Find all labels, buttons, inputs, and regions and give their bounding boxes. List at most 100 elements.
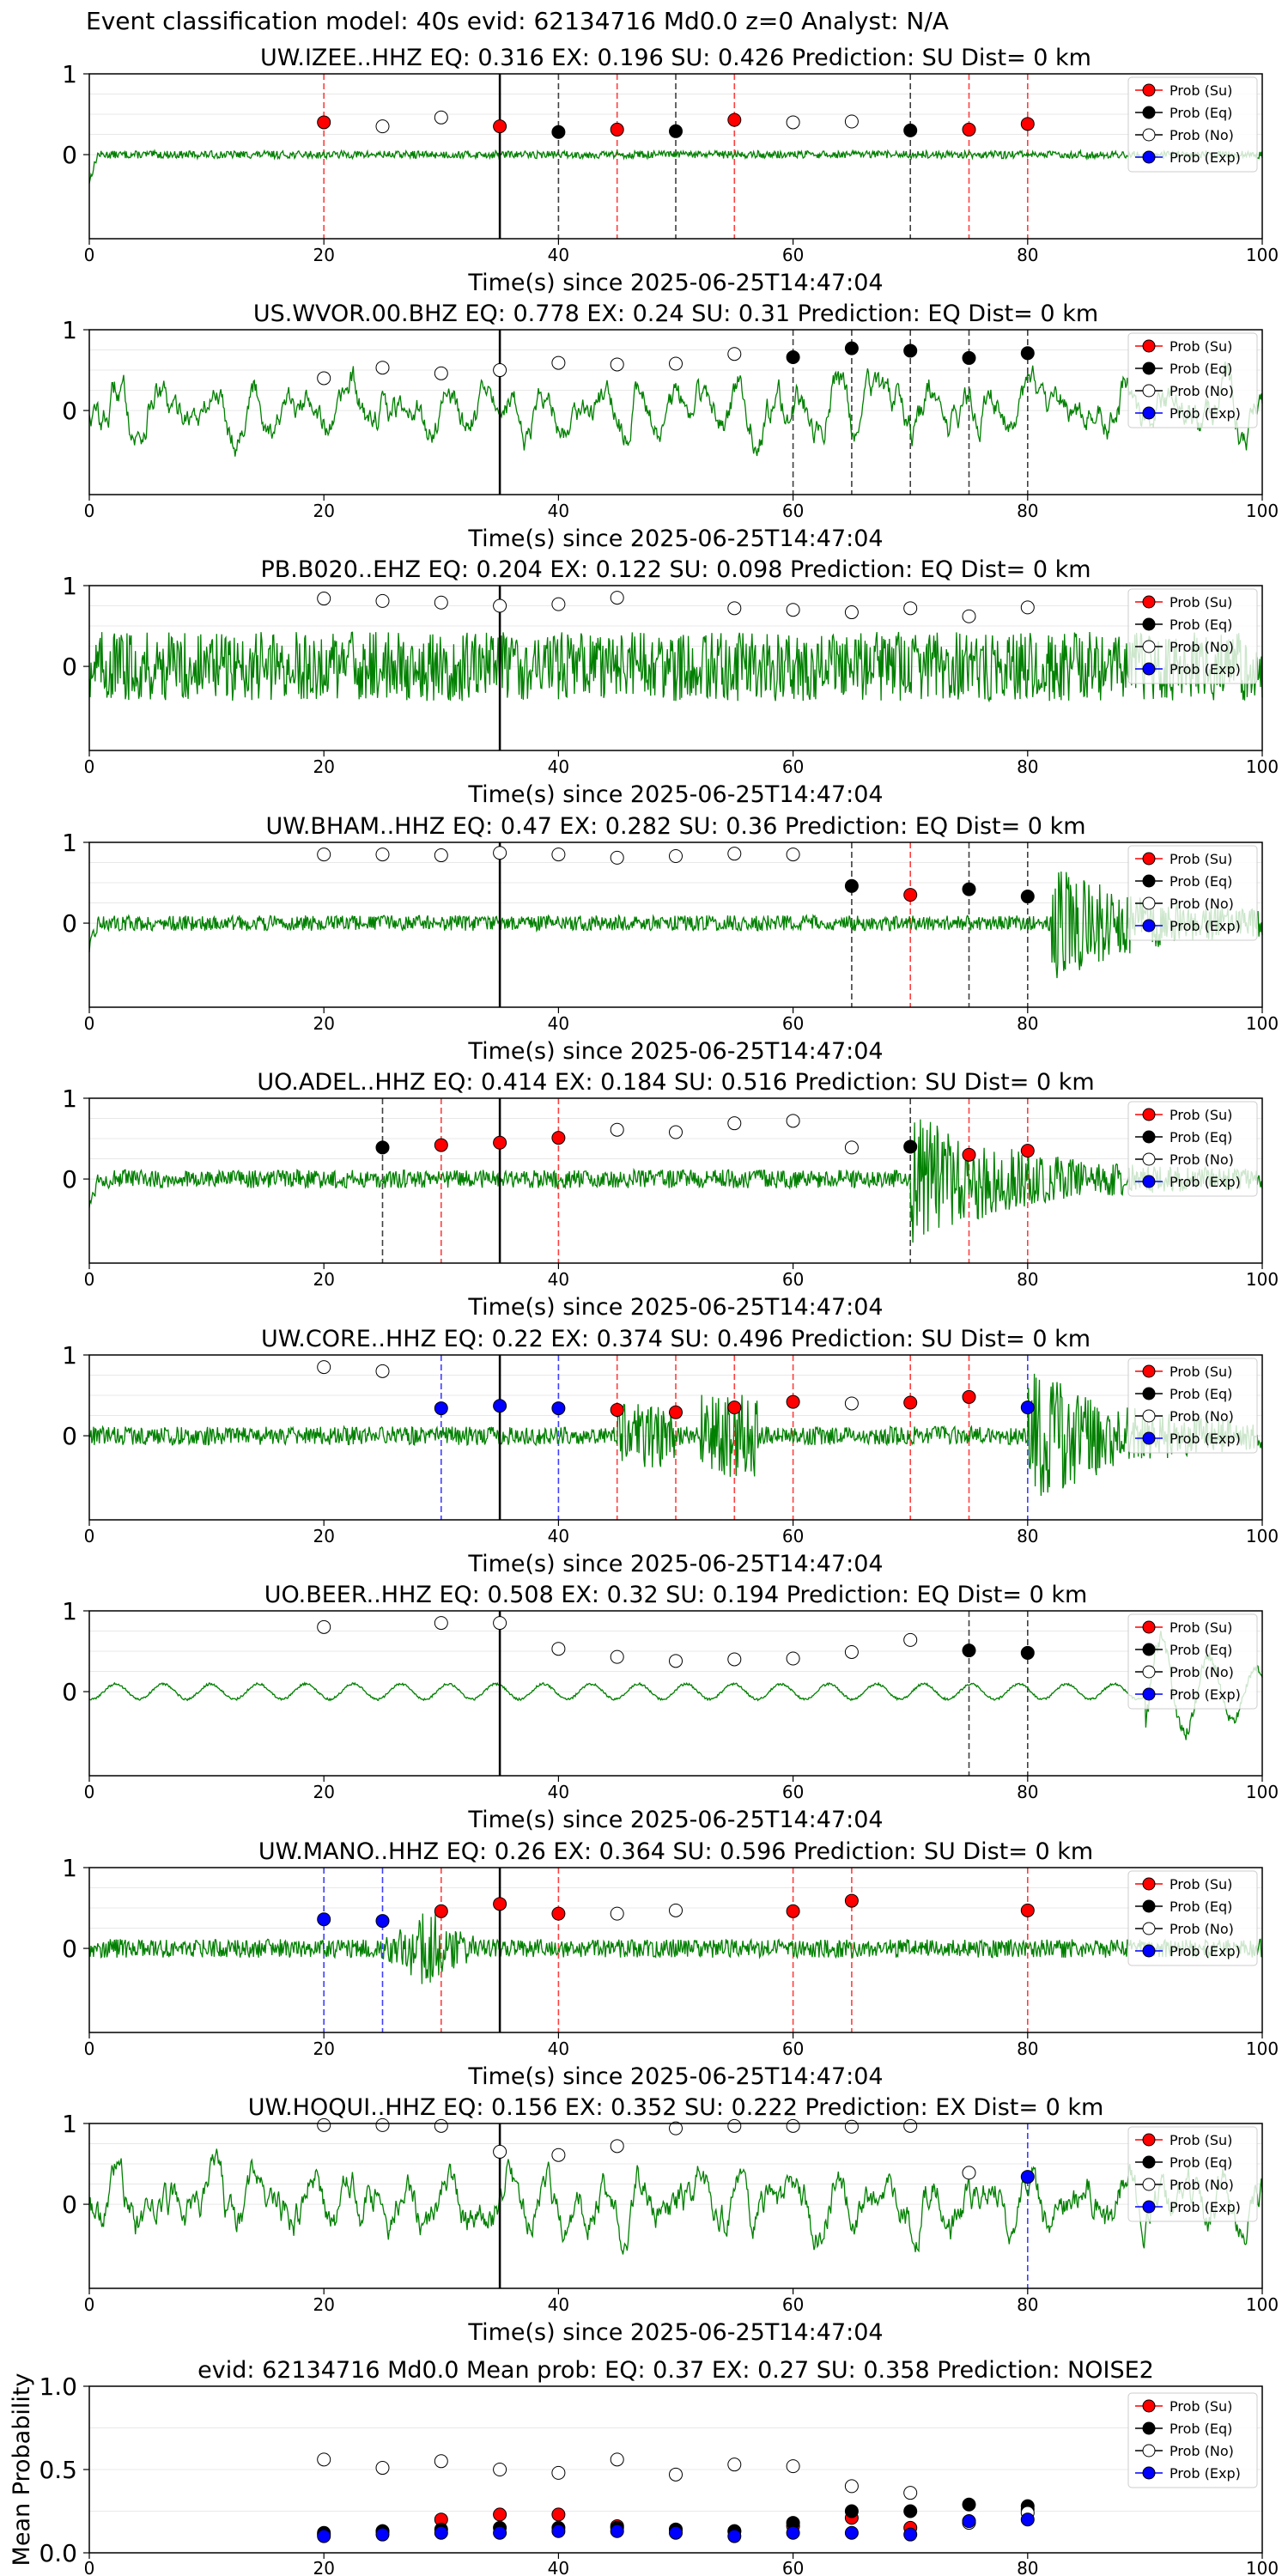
mean-point-exp	[317, 2529, 331, 2543]
y-tick-label: 1	[62, 1597, 77, 1625]
prob-point-no	[962, 609, 976, 623]
x-tick-label: 40	[548, 756, 569, 777]
legend-label-su: Prob (Su)	[1170, 851, 1232, 867]
legend-frame	[1127, 2392, 1258, 2488]
legend-label-no: Prob (No)	[1170, 1921, 1234, 1937]
x-axis-label: Time(s) since 2025-06-25T14:47:04	[467, 1038, 883, 1065]
legend-frame	[1127, 588, 1258, 684]
x-tick-label: 20	[313, 1269, 334, 1290]
mean-point-exp	[1020, 2512, 1035, 2527]
legend-frame	[1127, 76, 1258, 173]
prob-point-eq	[669, 124, 683, 138]
prob-point-no	[434, 2118, 448, 2133]
mean-point-no	[727, 2458, 742, 2472]
prob-point-eq	[551, 125, 566, 139]
prob-point-no	[669, 1654, 683, 1668]
station-panel: UW.MANO..HHZ EQ: 0.26 EX: 0.364 SU: 0.59…	[62, 1838, 1279, 2090]
station-panel: UO.BEER..HHZ EQ: 0.508 EX: 0.32 SU: 0.19…	[62, 1582, 1279, 1833]
x-axis-label: Time(s) since 2025-06-25T14:47:04	[467, 270, 883, 296]
x-tick-label: 20	[313, 2558, 334, 2576]
legend-marker-eq	[1142, 361, 1156, 375]
prob-point-exp	[375, 1914, 390, 1929]
legend-label-exp: Prob (Exp)	[1170, 1686, 1241, 1703]
x-tick-label: 0	[84, 1782, 95, 1802]
prob-point-no	[610, 1649, 624, 1664]
prob-point-no	[903, 601, 918, 616]
legend-marker-no	[1142, 2178, 1156, 2191]
legend-label-eq: Prob (Eq)	[1170, 1129, 1232, 1145]
station-panel: UW.IZEE..HHZ EQ: 0.316 EX: 0.196 SU: 0.4…	[62, 45, 1279, 296]
prob-point-eq	[844, 341, 859, 355]
prob-point-no	[844, 114, 859, 129]
prob-point-exp	[317, 1912, 331, 1927]
legend-marker-su	[1142, 852, 1156, 866]
x-tick-label: 0	[84, 756, 95, 777]
x-tick-label: 20	[313, 1782, 334, 1802]
prob-point-no	[434, 1616, 448, 1631]
legend-marker-no	[1142, 1665, 1156, 1679]
x-tick-label: 80	[1017, 2294, 1038, 2315]
x-tick-label: 40	[548, 1526, 569, 1546]
mean-point-su	[551, 2507, 566, 2522]
prob-point-eq	[1020, 346, 1035, 361]
waveform	[88, 1119, 1263, 1243]
prob-point-no	[375, 119, 390, 134]
prob-point-no	[317, 2117, 331, 2132]
prob-point-exp	[551, 1401, 566, 1416]
x-tick-label: 40	[548, 2558, 569, 2576]
prob-point-no	[844, 2119, 859, 2134]
x-tick-label: 40	[548, 1782, 569, 1802]
prob-point-no	[786, 1651, 800, 1666]
panel-title: PB.B020..EHZ EQ: 0.204 EX: 0.122 SU: 0.0…	[260, 556, 1091, 583]
legend-label-exp: Prob (Exp)	[1170, 2199, 1241, 2215]
figure-suptitle: Event classification model: 40s evid: 62…	[86, 7, 949, 35]
mean-point-no	[375, 2461, 390, 2476]
legend-label-eq: Prob (Eq)	[1170, 1642, 1232, 1658]
mean-point-no	[551, 2465, 566, 2480]
x-tick-label: 100	[1246, 2558, 1279, 2576]
legend-marker-eq	[1142, 1387, 1156, 1400]
legend-label-no: Prob (No)	[1170, 1408, 1234, 1425]
legend-marker-eq	[1142, 1130, 1156, 1144]
x-axis-label: Time(s) since 2025-06-25T14:47:04	[467, 2319, 883, 2346]
x-tick-label: 60	[782, 2294, 804, 2315]
prob-point-su	[493, 1135, 507, 1150]
prob-point-su	[903, 888, 918, 902]
prob-point-no	[669, 1125, 683, 1139]
mean-point-exp	[962, 2514, 976, 2529]
x-tick-label: 100	[1246, 1013, 1279, 1034]
x-tick-label: 80	[1017, 1269, 1038, 1290]
prob-point-su	[317, 115, 331, 130]
x-tick-label: 60	[782, 1269, 804, 1290]
legend-marker-exp	[1142, 150, 1156, 164]
mean-point-no	[493, 2463, 507, 2476]
prob-point-no	[551, 1642, 566, 1656]
panel-legend: Prob (Su) Prob (Eq) Prob (No) Prob (Exp)	[1127, 76, 1258, 173]
x-axis-label: Time(s) since 2025-06-25T14:47:04	[467, 1551, 883, 1577]
legend-marker-no	[1142, 2444, 1156, 2458]
prob-point-no	[903, 1632, 918, 1647]
x-tick-label: 0	[84, 501, 95, 521]
prob-point-no	[434, 595, 448, 610]
axes-frame	[88, 1610, 1263, 1777]
prob-point-su	[727, 1400, 742, 1415]
legend-label-exp: Prob (Exp)	[1170, 1943, 1241, 1959]
axes-frame	[88, 329, 1263, 495]
prob-point-no	[727, 1116, 742, 1131]
mean-point-eq	[962, 2497, 976, 2512]
prob-point-no	[962, 2166, 976, 2180]
x-tick-label: 80	[1017, 2558, 1038, 2576]
x-tick-label: 100	[1246, 756, 1279, 777]
legend-marker-no	[1142, 640, 1156, 653]
station-panel: PB.B020..EHZ EQ: 0.204 EX: 0.122 SU: 0.0…	[62, 556, 1279, 808]
legend-label-no: Prob (No)	[1170, 383, 1234, 399]
x-tick-label: 80	[1017, 245, 1038, 265]
x-tick-label: 0	[84, 2558, 95, 2576]
y-tick-label: 1	[62, 1854, 77, 1882]
legend-label-no: Prob (No)	[1170, 2177, 1234, 2193]
legend-label-eq: Prob (Eq)	[1170, 2421, 1232, 2437]
x-tick-label: 100	[1246, 501, 1279, 521]
prob-point-no	[844, 1644, 859, 1659]
mean-point-no	[903, 2486, 918, 2500]
panel-legend: Prob (Su) Prob (Eq) Prob (No) Prob (Exp)	[1127, 1613, 1258, 1710]
